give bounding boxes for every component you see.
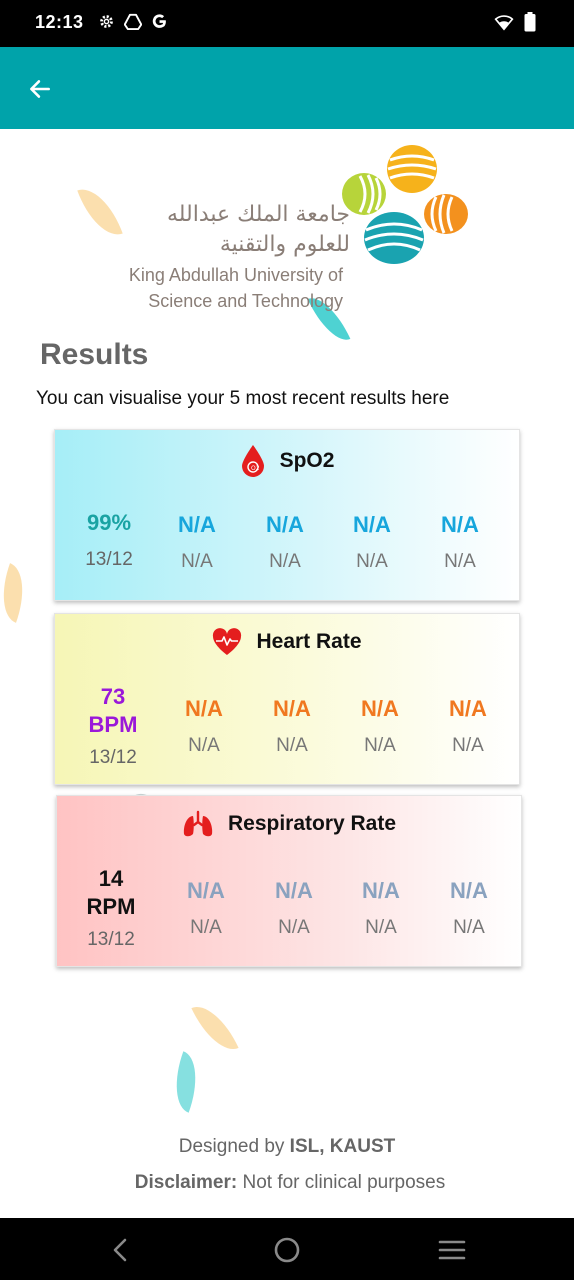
kaust-emblem-icon — [342, 145, 468, 264]
drive-icon — [124, 13, 142, 30]
reading-item: N/A N/A — [266, 512, 304, 572]
decorative-leaf — [191, 997, 239, 1059]
logo-english-text: King Abdullah University of Science and … — [128, 265, 343, 311]
reading-latest: 73 BPM 13/12 — [88, 684, 138, 768]
status-time: 12:13 — [35, 12, 84, 32]
nav-back-icon[interactable] — [110, 1238, 132, 1262]
logo-arabic-text: جامعة الملك عبدالله للعلوم والتقنية — [166, 202, 350, 257]
battery-icon — [524, 12, 536, 32]
system-nav-bar — [0, 1218, 574, 1280]
reading-item: N/A N/A — [353, 512, 391, 572]
card-title: Respiratory Rate — [227, 812, 397, 835]
reading-item: N/A N/A — [450, 878, 488, 938]
reading-latest: 99% 13/12 — [85, 510, 133, 570]
reading-item: N/A N/A — [187, 878, 225, 938]
reading-item: N/A N/A — [275, 878, 313, 938]
page-subtitle: You can visualise your 5 most recent res… — [36, 388, 450, 409]
arrow-left-icon — [30, 80, 50, 98]
kaust-logo: جامعة الملك عبدالله للعلوم والتقنية King… — [100, 142, 480, 327]
decorative-leaf — [164, 1051, 208, 1113]
gear-icon — [100, 15, 113, 28]
reading-item: N/A N/A — [185, 696, 223, 756]
footer-disclaimer: Disclaimer: Not for clinical purposes — [134, 1172, 446, 1193]
reading-item: N/A N/A — [273, 696, 311, 756]
card-title: Heart Rate — [256, 630, 362, 653]
spo2-card[interactable]: O2 SpO2 99% 13/12 N/A N/A N/A N/A N/A N/… — [54, 429, 520, 601]
svg-text:O2: O2 — [251, 465, 260, 472]
heart-pulse-icon — [213, 628, 242, 655]
page-title: Results — [40, 338, 149, 371]
respiratory-rate-card[interactable]: Respiratory Rate 14 RPM 13/12 N/A N/A N/… — [56, 795, 522, 967]
card-title: SpO2 — [279, 449, 335, 472]
reading-item: N/A N/A — [361, 696, 399, 756]
reading-item: N/A N/A — [362, 878, 400, 938]
decorative-leaf — [0, 563, 35, 623]
footer-credit: Designed by ISL, KAUST — [178, 1136, 396, 1157]
heart-rate-card[interactable]: Heart Rate 73 BPM 13/12 N/A N/A N/A N/A … — [54, 613, 520, 785]
blood-drop-icon: O2 — [241, 445, 264, 477]
wifi-icon — [494, 14, 514, 30]
lungs-icon — [183, 810, 213, 837]
app-bar — [0, 47, 574, 129]
reading-item: N/A N/A — [449, 696, 487, 756]
reading-item: N/A N/A — [441, 512, 479, 572]
google-icon — [152, 14, 166, 28]
back-button[interactable] — [22, 71, 58, 107]
reading-item: N/A N/A — [178, 512, 216, 572]
nav-recents-icon[interactable] — [438, 1239, 466, 1261]
status-bar: 12:13 — [0, 0, 574, 47]
nav-home-icon[interactable] — [274, 1237, 300, 1263]
reading-latest: 14 RPM 13/12 — [86, 866, 136, 950]
